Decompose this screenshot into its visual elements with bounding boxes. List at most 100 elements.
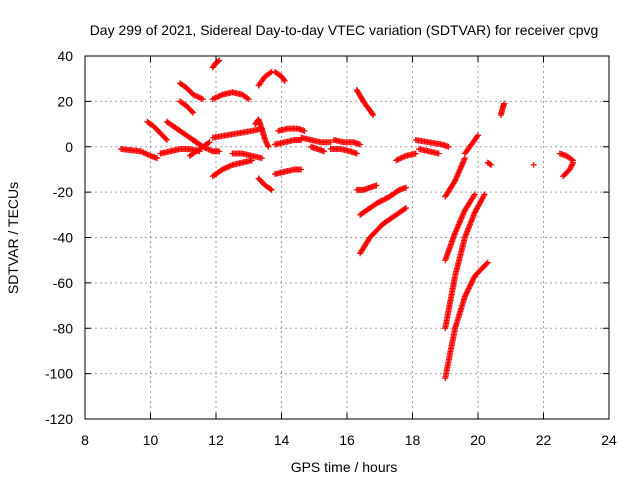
series-arc-a12: [209, 157, 256, 180]
x-tick-label: 8: [81, 432, 89, 448]
data-point: [301, 127, 308, 134]
data-point: [216, 148, 223, 155]
data-point: [412, 150, 419, 157]
x-tick-label: 18: [405, 432, 421, 448]
y-tick-labels: -120 -100 -80 -60 -40 -20 0 20 40: [45, 48, 73, 427]
series-arc-a2: [144, 118, 170, 143]
y-tick-label: 20: [57, 93, 73, 109]
series-arc-a16: [271, 68, 288, 84]
series-arc-a8: [190, 136, 223, 155]
data-point: [382, 195, 389, 202]
data-point: [373, 182, 380, 189]
data-point: [465, 286, 472, 293]
series-arc-a5: [176, 80, 206, 103]
data-point: [268, 186, 275, 193]
series-arc-b11: [442, 259, 491, 382]
x-tick-label: 10: [143, 432, 159, 448]
series-arc-b1: [353, 87, 377, 118]
data-point: [481, 191, 488, 198]
y-tick-label: -40: [53, 230, 73, 246]
data-point: [245, 96, 252, 103]
series-arc-b3: [357, 184, 409, 218]
data-point: [461, 293, 468, 300]
data-point: [373, 200, 380, 207]
x-tick-label: 24: [601, 432, 617, 448]
data-point: [263, 139, 270, 146]
data-point: [567, 165, 574, 172]
series-arc-a11: [209, 125, 265, 141]
series-arc-b4: [357, 205, 409, 257]
data-point: [199, 96, 206, 103]
series-arc-a19: [275, 125, 308, 134]
series-arc-a17: [255, 175, 275, 193]
data-point: [566, 166, 573, 173]
data-point: [487, 161, 494, 168]
data-point: [369, 110, 376, 117]
series-arc-b13: [484, 159, 495, 168]
data-point: [353, 150, 360, 157]
data-point: [568, 156, 575, 163]
data-point: [480, 192, 487, 199]
series-arc-a14: [252, 116, 272, 150]
data-point: [190, 109, 197, 116]
x-tick-label: 12: [208, 432, 224, 448]
series-arc-a21: [298, 134, 334, 146]
series-arc-b8: [442, 155, 468, 200]
data-point: [466, 283, 473, 290]
data-point: [258, 155, 265, 162]
data-point: [484, 259, 491, 266]
data-point: [205, 140, 212, 147]
data-point: [154, 155, 161, 162]
data-point: [264, 141, 271, 148]
x-tick-label: 22: [536, 432, 552, 448]
data-point: [470, 192, 477, 199]
series-arc-b10: [442, 191, 488, 332]
data-point: [462, 292, 469, 299]
data-point: [464, 288, 471, 295]
y-axis-label: SDTVAR / TECUs: [5, 182, 21, 294]
data-point: [298, 166, 305, 173]
data-point: [568, 162, 575, 169]
data-point: [435, 150, 442, 157]
data-point: [501, 100, 508, 107]
series-arc-a1: [118, 146, 161, 162]
data-point: [401, 205, 408, 212]
data-point: [474, 133, 481, 140]
x-axis-label: GPS time / hours: [291, 459, 398, 475]
series-arc-b9: [442, 191, 478, 264]
data-point: [267, 69, 274, 76]
data-point: [327, 139, 334, 146]
data-point: [463, 290, 470, 297]
data-point: [468, 279, 475, 286]
data-point: [380, 197, 387, 204]
series-arc-a24: [327, 146, 360, 157]
axis-ticks: [84, 55, 610, 420]
data-point: [488, 161, 495, 168]
data-point: [463, 289, 470, 296]
data-point: [321, 148, 328, 155]
x-tick-label: 14: [274, 432, 290, 448]
data-point: [569, 159, 576, 166]
y-tick-label: -120: [45, 411, 73, 427]
data-point: [383, 195, 390, 202]
data-point: [377, 198, 384, 205]
series-arc-b12: [461, 132, 481, 157]
data-point: [402, 184, 409, 191]
data-point: [374, 199, 381, 206]
data-point: [262, 138, 269, 145]
data-point: [216, 57, 223, 64]
data-point: [469, 278, 476, 285]
series-arc-a13: [229, 150, 265, 162]
data-point: [467, 282, 474, 289]
series-arc-a20: [271, 136, 305, 148]
series-arc-a15: [255, 68, 275, 89]
data-point: [378, 197, 385, 204]
data-point: [381, 196, 388, 203]
data-point: [370, 111, 377, 118]
series-arc-b6: [412, 136, 452, 150]
y-tick-label: -80: [53, 320, 73, 336]
y-tick-label: -100: [45, 366, 73, 382]
series-arc-b5: [393, 150, 419, 164]
